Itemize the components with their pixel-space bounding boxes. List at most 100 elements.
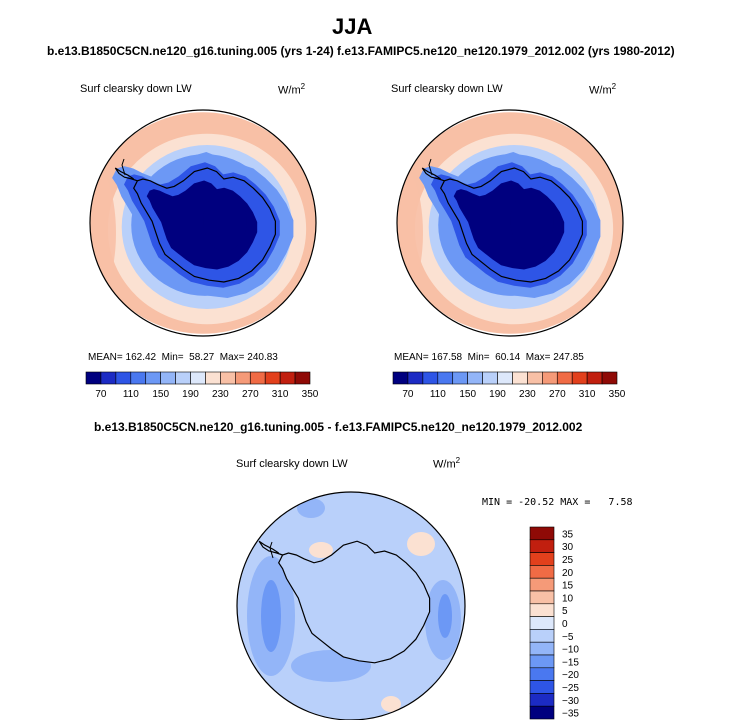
colorbar-diff-box-12 <box>529 680 555 694</box>
zone-positive-patch-nw <box>309 542 333 558</box>
colorbar-a-box-3 <box>130 371 147 385</box>
colorbar-diff-box-11 <box>529 667 555 681</box>
diff-title: b.e13.B1850C5CN.ne120_g16.tuning.005 - f… <box>94 420 583 434</box>
colorbar-diff-tick-label: −30 <box>562 696 579 707</box>
colorbar-a-box-11 <box>249 371 266 385</box>
panel-b-stats: MEAN= 167.58 Min= 60.14 Max= 247.85 <box>394 352 584 363</box>
panel-b-variable: Surf clearsky down LW <box>391 83 503 95</box>
colorbar-a-box-10 <box>235 371 251 385</box>
peninsula-a <box>114 167 138 182</box>
south-america-tip-diff <box>269 541 274 559</box>
colorbar-diff-tick-label: 30 <box>562 542 574 553</box>
colorbar-diff-box-8 <box>529 629 555 643</box>
peninsula-b <box>421 167 445 182</box>
colorbar-b-tick-label: 150 <box>459 389 476 400</box>
map-boundary-b <box>396 109 624 337</box>
zone-outer-edge-warm <box>90 153 116 313</box>
colorbar-a-box-4 <box>145 371 161 385</box>
panel-a-units-exp: 2 <box>300 82 306 91</box>
colorbar-b-tick-label: 190 <box>489 389 506 400</box>
colorbar-diff-tick-label: −35 <box>562 709 579 720</box>
colorbar-diff-tick-label: 25 <box>562 555 574 566</box>
map-boundary-diff <box>236 491 466 720</box>
panel-a-stats: MEAN= 162.42 Min= 58.27 Max= 240.83 <box>88 352 278 363</box>
colorbar-a-box-8 <box>205 371 221 385</box>
zone-north-patch <box>297 498 325 518</box>
colorbar-diff-tick-label: −20 <box>562 670 579 681</box>
coastline-a <box>133 167 276 283</box>
colorbar-diff-box-6 <box>529 603 555 617</box>
colorbar-diff-tick-label: −15 <box>562 657 579 668</box>
colorbar-a-box-7 <box>190 371 206 385</box>
colorbar-panel-a: 70 110 150 190 230 270 310 350 <box>85 371 319 400</box>
colorbar-b-box-0 <box>392 371 409 385</box>
colorbar-a-tick-label: 110 <box>123 389 139 400</box>
colorbar-a-box-0 <box>85 371 102 385</box>
colorbar-b-box-5 <box>467 371 483 385</box>
colorbar-diff-tick-label: −10 <box>562 645 579 656</box>
colorbar-diff-box-3 <box>529 565 555 579</box>
colorbar-a-tick-label: 150 <box>152 389 169 400</box>
colorbar-b-box-14 <box>601 371 618 385</box>
colorbar-b-box-3 <box>437 371 454 385</box>
south-america-tip-a <box>121 158 126 176</box>
colorbar-diff-box-7 <box>529 616 555 630</box>
zone-plateau-minimum <box>203 191 247 251</box>
colorbar-b-box-11 <box>556 371 573 385</box>
zone-atlantic-band-core <box>261 580 281 652</box>
zone-positive-patch-ne <box>407 532 435 556</box>
colorbar-a-box-14 <box>294 371 311 385</box>
colorbar-diff-tick-label: 0 <box>562 619 568 630</box>
colorbar-b-box-6 <box>482 371 498 385</box>
colorbar-a-box-12 <box>264 371 281 385</box>
colorbar-b-box-9 <box>527 371 543 385</box>
colorbar-b-box-4 <box>452 371 468 385</box>
colorbar-b-tick-label: 350 <box>609 389 626 400</box>
colorbar-diff-box-2 <box>529 552 555 566</box>
panel-b-units-exp: 2 <box>611 82 617 91</box>
panel-b-title: f.e13.FAMIPC5.ne120_ne120.1979_2012.002 … <box>337 44 675 58</box>
colorbar-a-box-6 <box>175 371 191 385</box>
diff-units: W/m2 <box>433 456 460 471</box>
zone-positive-patch-s <box>381 696 401 712</box>
zone-continent <box>278 541 430 663</box>
colorbar-a-tick-label: 310 <box>272 389 289 400</box>
colorbar-diff-box-1 <box>529 539 555 553</box>
colorbar-a-tick-label: 70 <box>95 389 107 400</box>
colorbar-a-tick-label: 190 <box>182 389 199 400</box>
colorbar-diff-tick-label: −5 <box>562 632 574 643</box>
diff-units-base: W/m <box>433 458 456 471</box>
colorbar-diff-box-10 <box>529 654 555 669</box>
panel-a-units: W/m2 <box>278 82 305 97</box>
zone-plateau-minimum <box>510 191 554 251</box>
colorbar-a-box-1 <box>100 371 117 385</box>
diff-variable: Surf clearsky down LW <box>236 458 348 470</box>
colorbar-b-box-10 <box>542 371 558 385</box>
colorbar-b-box-7 <box>497 371 513 385</box>
colorbar-b-box-8 <box>512 371 528 385</box>
colorbar-b-tick-label: 70 <box>402 389 414 400</box>
colorbar-a-tick-label: 230 <box>212 389 229 400</box>
zone-indian-band-core <box>438 594 452 638</box>
colorbar-a-box-5 <box>160 371 176 385</box>
colorbar-b-tick-label: 310 <box>579 389 596 400</box>
map-panel-b <box>397 112 623 334</box>
colorbar-a-box-2 <box>115 371 132 385</box>
colorbar-b-tick-label: 270 <box>549 389 566 400</box>
colorbar-diff-box-5 <box>529 590 555 605</box>
panel-a-units-base: W/m <box>278 84 301 97</box>
map-outlines <box>89 109 624 720</box>
colorbar-diff-tick-label: 20 <box>562 568 574 579</box>
colorbar-b-tick-label: 230 <box>519 389 536 400</box>
colorbar-diff-tick-label: 35 <box>562 529 574 540</box>
coastline-diff <box>278 540 431 664</box>
zone-outer-edge-warm <box>397 153 423 313</box>
colorbar-diff-tick-label: 10 <box>562 593 574 604</box>
colorbar-b-box-12 <box>571 371 588 385</box>
south-america-tip-b <box>428 158 433 176</box>
colorbar-diff-tick-label: −25 <box>562 683 579 694</box>
peninsula-diff <box>258 540 283 556</box>
diff-stats: MIN = -20.52 MAX = 7.58 <box>482 497 633 508</box>
